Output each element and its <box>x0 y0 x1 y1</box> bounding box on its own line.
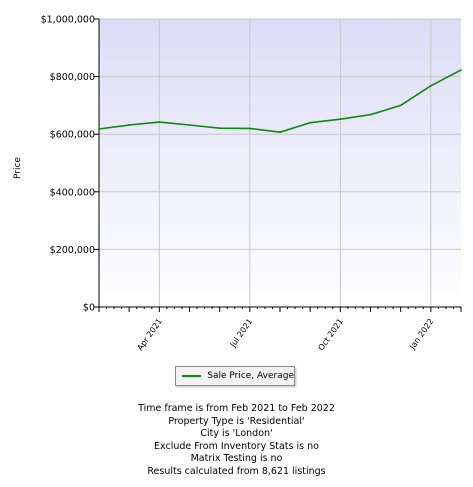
data-point <box>309 121 312 124</box>
footer-line-property-type: Property Type is 'Residential' <box>168 415 305 427</box>
x-tick-label: Jan 2022 <box>407 317 435 352</box>
data-point <box>158 121 161 124</box>
footer-line-matrix: Matrix Testing is no <box>190 453 283 465</box>
data-point <box>339 118 342 121</box>
data-point <box>188 124 191 126</box>
x-tick-label: Apr 2021 <box>136 317 164 352</box>
data-point <box>98 128 100 130</box>
legend-swatch <box>182 375 202 377</box>
x-tick-label: Jul 2021 <box>228 317 255 350</box>
data-point <box>279 131 281 134</box>
y-tick-label: $1,000,000 <box>41 15 95 26</box>
data-point <box>429 84 432 87</box>
data-point <box>248 127 251 130</box>
y-tick-label: $200,000 <box>50 245 95 256</box>
legend-label: Sale Price, Average <box>207 371 294 381</box>
price-chart: $0 $200,000 $400,000 $600,000 $800,000 $1,000… <box>13 15 462 352</box>
chart-legend: Sale Price, Average <box>175 366 295 386</box>
y-axis-label: Price <box>13 157 23 179</box>
data-point <box>399 104 402 107</box>
footer-line-inventory: Exclude From Inventory Stats is no <box>154 440 319 452</box>
footer-line-results: Results calculated from 8,621 listings <box>147 465 326 477</box>
plot-area <box>99 19 461 307</box>
data-point <box>369 113 372 116</box>
report-criteria: Time frame is from Feb 2021 to Feb 2022 … <box>0 403 473 479</box>
y-tick-label: $0 <box>83 303 95 314</box>
footer-line-timeframe: Time frame is from Feb 2021 to Feb 2022 <box>138 403 335 414</box>
y-tick-label: $800,000 <box>50 72 95 83</box>
data-point <box>128 124 131 126</box>
y-tick-label: $600,000 <box>50 130 95 141</box>
data-point <box>218 127 221 130</box>
chart-svg: $0 $200,000 $400,000 $600,000 $800,000 $1,000… <box>13 15 462 352</box>
x-tick-label: Oct 2021 <box>317 317 345 352</box>
data-point <box>460 69 462 71</box>
y-tick-label: $400,000 <box>50 187 95 198</box>
footer-line-city: City is 'London' <box>200 428 273 440</box>
